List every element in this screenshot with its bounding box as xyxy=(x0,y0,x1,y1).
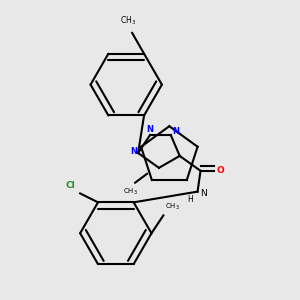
Text: N: N xyxy=(130,147,137,156)
Text: N: N xyxy=(200,189,207,198)
Text: CH$_3$: CH$_3$ xyxy=(165,202,180,212)
Text: N: N xyxy=(172,127,179,136)
Text: Cl: Cl xyxy=(66,182,76,190)
Text: O: O xyxy=(217,166,225,175)
Text: CH$_3$: CH$_3$ xyxy=(123,187,138,197)
Text: H: H xyxy=(187,195,193,204)
Text: CH$_3$: CH$_3$ xyxy=(120,14,136,27)
Text: N: N xyxy=(146,125,154,134)
